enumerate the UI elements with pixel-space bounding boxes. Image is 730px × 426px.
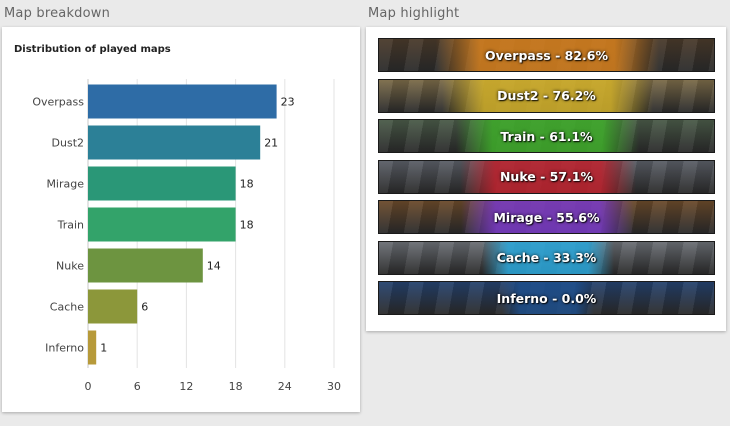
category-label: Nuke xyxy=(56,260,84,273)
win-rate-highlight xyxy=(436,39,659,71)
bar-mirage xyxy=(88,166,236,201)
map-win-rate-label: Overpass - 82.6% xyxy=(485,47,608,63)
bar-cache xyxy=(88,289,138,324)
map-banner-dust2: Dust2 - 76.2% xyxy=(378,78,715,113)
map-win-rate-label: Nuke - 57.1% xyxy=(499,169,594,184)
data-label: 1 xyxy=(100,342,107,355)
map-banner-overpass: Overpass - 82.6% xyxy=(378,38,715,72)
map-banner-inferno: Inferno - 0.0% xyxy=(378,281,715,315)
x-tick-label: 12 xyxy=(179,380,193,393)
x-tick-label: 30 xyxy=(327,380,341,393)
map-highlight-panel: Overpass - 82.6% Dust2 - 76.2% Train - 61.… xyxy=(366,27,726,331)
category-label: Mirage xyxy=(46,178,84,191)
map-highlight-title: Map highlight xyxy=(368,6,460,21)
map-banner-train: Train - 61.1% xyxy=(378,119,715,153)
data-label: 6 xyxy=(141,301,148,314)
bar-train xyxy=(88,207,236,242)
x-tick-label: 6 xyxy=(134,380,141,393)
category-label: Train xyxy=(57,219,84,232)
x-tick-label: 0 xyxy=(85,380,92,393)
data-label: 14 xyxy=(207,260,221,273)
map-banner-nuke: Nuke - 57.1% xyxy=(378,159,715,194)
data-label: 18 xyxy=(240,219,254,232)
map-banner-cache: Cache - 33.3% xyxy=(378,240,715,275)
category-label: Dust2 xyxy=(52,137,84,150)
win-rate-highlight xyxy=(456,120,639,152)
played-maps-bar-chart: 0 6 12 18 24 30 Overpass 23 Dust2 21 Mirage 18 Train… xyxy=(32,79,341,393)
chart-title: Distribution of played maps xyxy=(14,44,171,55)
category-label: Cache xyxy=(50,301,84,314)
data-label: 21 xyxy=(264,137,278,150)
category-label: Overpass xyxy=(32,96,84,109)
data-label: 23 xyxy=(281,96,295,109)
map-breakdown-title: Map breakdown xyxy=(4,6,111,21)
win-rate-highlight xyxy=(461,201,634,233)
map-win-rate-label: Cache - 33.3% xyxy=(496,250,597,265)
win-rate-highlight xyxy=(482,241,614,274)
map-win-rate-label: Dust2 - 76.2% xyxy=(497,88,596,103)
bar-dust2 xyxy=(88,125,261,160)
data-label: 18 xyxy=(240,178,254,191)
x-tick-label: 24 xyxy=(278,380,292,393)
bar-overpass xyxy=(88,84,277,119)
bar-inferno xyxy=(88,330,97,365)
map-breakdown-panel: Distribution of played maps 0 6 12 18 24 30 Ov… xyxy=(2,27,360,412)
map-win-rate-label: Inferno - 0.0% xyxy=(496,290,597,306)
x-tick-label: 18 xyxy=(229,380,243,393)
win-rate-highlight xyxy=(502,282,594,314)
category-label: Inferno xyxy=(45,342,84,355)
win-rate-highlight xyxy=(460,160,636,193)
win-rate-highlight xyxy=(442,79,653,112)
map-win-rate-label: Mirage - 55.6% xyxy=(493,209,600,225)
map-banner-mirage: Mirage - 55.6% xyxy=(378,200,715,234)
bar-nuke xyxy=(88,248,203,283)
map-win-rate-label: Train - 61.1% xyxy=(500,128,593,144)
